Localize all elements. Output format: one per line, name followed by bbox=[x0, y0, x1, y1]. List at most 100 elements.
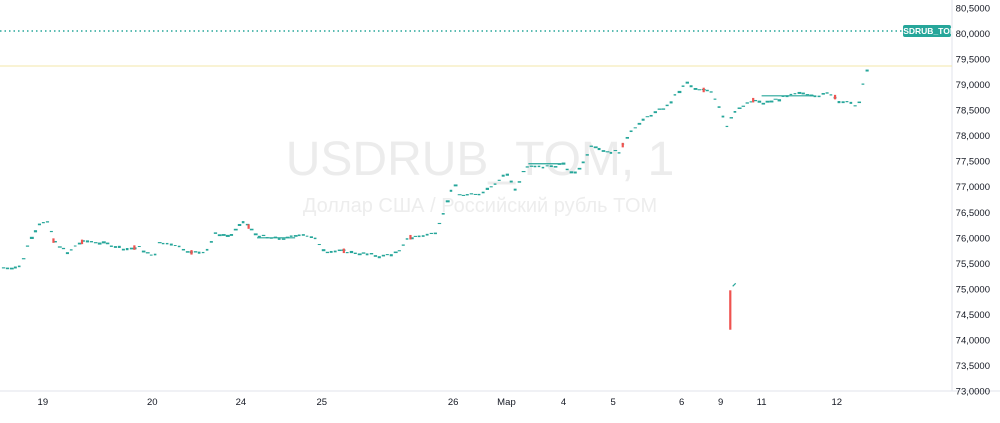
candle bbox=[541, 166, 545, 169]
y-tick-label: 80,5000 bbox=[956, 4, 990, 15]
candle bbox=[649, 114, 653, 117]
candle bbox=[81, 240, 85, 242]
candle bbox=[381, 254, 386, 257]
candle bbox=[337, 249, 342, 252]
candle bbox=[361, 252, 366, 254]
candle bbox=[37, 223, 42, 226]
candle bbox=[641, 118, 645, 121]
down-marker bbox=[133, 245, 136, 250]
candle bbox=[653, 111, 658, 114]
candle bbox=[645, 116, 650, 118]
candle bbox=[49, 230, 53, 233]
candle bbox=[689, 85, 693, 88]
candle bbox=[813, 95, 817, 98]
candle bbox=[737, 107, 742, 109]
candle bbox=[161, 242, 165, 245]
x-tick-label: 24 bbox=[236, 397, 247, 408]
candle bbox=[861, 83, 865, 85]
candle bbox=[741, 105, 746, 107]
candle bbox=[305, 235, 309, 237]
candle bbox=[485, 187, 490, 190]
candle bbox=[473, 193, 478, 195]
candle bbox=[329, 250, 333, 253]
y-tick-label: 73,5000 bbox=[956, 361, 990, 372]
candle bbox=[281, 238, 286, 240]
candle bbox=[405, 238, 409, 240]
y-tick-label: 76,5000 bbox=[956, 208, 990, 219]
candle bbox=[273, 236, 278, 238]
candle bbox=[545, 165, 549, 167]
candle bbox=[13, 266, 17, 269]
candle bbox=[789, 93, 793, 96]
candle bbox=[709, 91, 713, 93]
candle bbox=[1, 267, 6, 269]
candle bbox=[301, 234, 305, 236]
candle-series bbox=[1, 69, 869, 270]
candle bbox=[25, 245, 30, 247]
candle bbox=[53, 241, 57, 243]
spike-candle bbox=[729, 282, 737, 330]
candle bbox=[389, 254, 393, 257]
candle bbox=[357, 253, 362, 256]
candle bbox=[205, 248, 209, 251]
candle bbox=[313, 237, 317, 240]
price-axis[interactable]: 80,5000 80,0000 79,5000 79,0000 78,5000 78,00… bbox=[956, 4, 990, 398]
candle bbox=[549, 165, 553, 168]
x-tick-label: 12 bbox=[832, 397, 843, 408]
candle bbox=[437, 222, 442, 225]
candle bbox=[853, 105, 857, 107]
candle bbox=[193, 251, 198, 253]
watermark-symbol: USDRUB_TOM, 1 bbox=[286, 133, 675, 186]
candle bbox=[137, 245, 141, 248]
candle bbox=[565, 168, 569, 171]
candle bbox=[17, 265, 21, 268]
candle bbox=[253, 233, 258, 236]
candle bbox=[681, 85, 685, 87]
candle bbox=[217, 234, 222, 237]
candle bbox=[349, 250, 354, 254]
x-tick-label: 6 bbox=[679, 397, 684, 408]
candle bbox=[605, 151, 610, 153]
candle bbox=[825, 92, 829, 94]
candle bbox=[393, 251, 398, 254]
candle bbox=[777, 99, 782, 102]
candle bbox=[345, 252, 349, 254]
candle bbox=[261, 234, 266, 237]
candle bbox=[93, 242, 98, 244]
candle bbox=[141, 250, 146, 253]
candle bbox=[221, 234, 226, 236]
candle bbox=[45, 221, 50, 223]
candle bbox=[601, 150, 606, 152]
candle bbox=[201, 251, 205, 254]
candle bbox=[797, 91, 802, 94]
candle bbox=[85, 240, 90, 243]
candle bbox=[277, 238, 281, 240]
candle bbox=[121, 248, 125, 251]
candle bbox=[865, 69, 869, 72]
candle bbox=[721, 115, 725, 118]
candle bbox=[573, 171, 577, 174]
candle bbox=[365, 253, 369, 256]
candle bbox=[745, 102, 749, 104]
candle bbox=[513, 188, 517, 191]
down-marker bbox=[702, 87, 705, 93]
candle bbox=[9, 267, 14, 270]
candle bbox=[609, 151, 613, 154]
candle bbox=[757, 100, 762, 103]
spike-wick bbox=[732, 282, 737, 287]
candle bbox=[685, 81, 689, 84]
candle bbox=[293, 235, 298, 237]
candle bbox=[237, 223, 242, 226]
candle bbox=[457, 194, 462, 196]
candle bbox=[125, 248, 129, 251]
candle bbox=[105, 242, 110, 245]
chart-watermark: USDRUB_TOM, 1 Доллар США / Российский ру… bbox=[286, 133, 675, 217]
time-axis[interactable]: 19 20 24 25 26 Мар 4 5 6 9 11 12 bbox=[38, 397, 843, 408]
candle bbox=[705, 89, 709, 92]
candle bbox=[585, 154, 589, 156]
candle bbox=[537, 165, 541, 168]
y-tick-label: 73,0000 bbox=[956, 387, 990, 398]
candle bbox=[481, 191, 485, 194]
y-tick-label: 74,5000 bbox=[956, 310, 990, 321]
